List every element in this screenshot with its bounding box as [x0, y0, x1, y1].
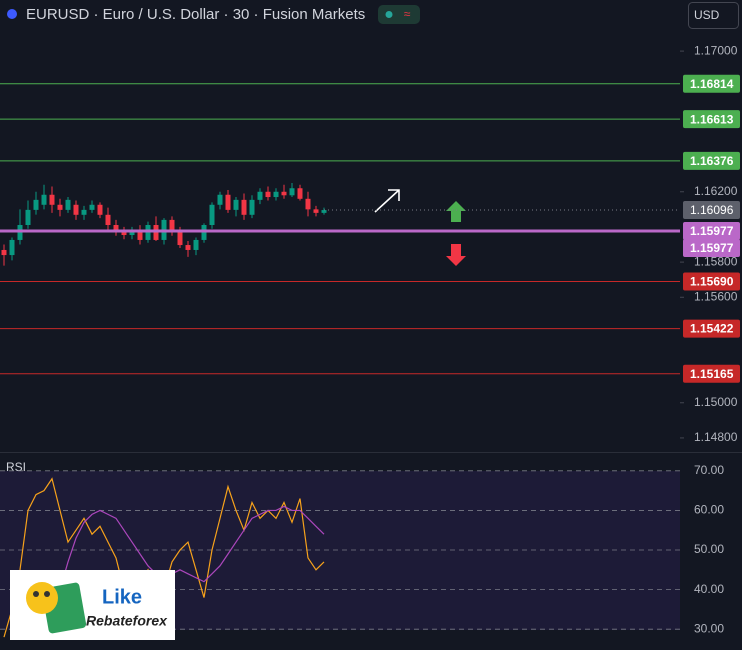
symbol-title: EURUSD · Euro / U.S. Dollar · 30 · Fusio… [26, 6, 365, 23]
y-tick-label: 1.16200 [694, 184, 738, 198]
level-box [683, 272, 740, 291]
candle-body [1, 249, 7, 256]
candle-body [137, 229, 143, 240]
status-dot [385, 11, 393, 18]
watermark-eye [44, 591, 50, 597]
candle-body [177, 229, 183, 246]
watermark: Like Rebateforex [10, 570, 175, 640]
currency-label[interactable]: USD [694, 8, 720, 22]
level-box [683, 110, 740, 129]
candle-body [57, 204, 63, 210]
candle-body [241, 199, 247, 215]
level-label: 1.15690 [690, 275, 734, 289]
watermark-line2: Rebateforex [86, 613, 168, 629]
candle-body [233, 199, 239, 210]
rsi-title: RSI [6, 460, 26, 474]
y-tick-label: 1.15000 [694, 395, 738, 409]
status-icon: ≈ [404, 7, 411, 21]
up-arrow [446, 201, 466, 222]
level-box [683, 151, 740, 170]
level-label: 1.15422 [690, 322, 734, 336]
candle-body [265, 191, 271, 198]
level-label: 1.15977 [690, 224, 734, 238]
candle-body [289, 188, 295, 196]
candle-body [33, 199, 39, 210]
y-tick-label: 1.14800 [694, 430, 738, 444]
trend-arrow [374, 189, 400, 213]
symbol-icon [7, 9, 17, 19]
candle-body [113, 224, 119, 230]
candle-body [313, 209, 319, 213]
candle-body [169, 219, 175, 230]
candle-body [73, 204, 79, 215]
level-box [683, 364, 740, 383]
level-label: 1.16376 [690, 154, 734, 168]
level-box [683, 319, 740, 338]
status-badge [378, 5, 420, 24]
candle-body [209, 204, 215, 225]
candle-body [185, 245, 191, 250]
candle-body [49, 194, 55, 205]
level-label: 1.16814 [690, 77, 734, 91]
watermark-face [26, 582, 58, 614]
candle-body [105, 214, 111, 225]
watermark-eye [33, 591, 39, 597]
candle-body [321, 210, 327, 213]
level-label: 1.16613 [690, 112, 734, 126]
last-price-box [683, 201, 740, 220]
currency-button[interactable] [688, 2, 739, 29]
candle-body [89, 204, 95, 210]
y-tick-label: 1.15800 [694, 254, 738, 268]
y-tick-label: 30.00 [694, 621, 724, 635]
y-tick-label: 40.00 [694, 582, 724, 596]
candle-body [249, 199, 255, 215]
candle-body [297, 188, 303, 199]
candle-body [193, 239, 199, 250]
y-tick-label: 1.17000 [694, 43, 738, 57]
watermark-line1: Like [102, 586, 142, 608]
candle-body [217, 194, 223, 205]
level-label: 1.15165 [690, 367, 734, 381]
y-tick-label: 70.00 [694, 463, 724, 477]
level-box [683, 74, 740, 93]
candle-body [9, 239, 15, 256]
candle-body [65, 199, 71, 210]
down-arrow [446, 244, 466, 266]
level-label: 1.15977 [690, 241, 734, 255]
y-tick-label: 60.00 [694, 503, 724, 517]
candle-body [97, 204, 103, 215]
candle-body [225, 194, 231, 210]
candle-body [25, 209, 31, 225]
candle-body [257, 191, 263, 200]
level-box [683, 221, 740, 240]
y-tick-label: 1.15600 [694, 289, 738, 303]
rsi-line [59, 505, 325, 590]
candle-body [41, 194, 47, 205]
candle-body [281, 191, 287, 196]
candle-body [305, 198, 311, 210]
last-price-label: 1.16096 [690, 203, 734, 217]
candle-body [81, 209, 87, 215]
y-tick-label: 50.00 [694, 542, 724, 556]
level-box [683, 238, 740, 257]
candle-body [273, 191, 279, 198]
